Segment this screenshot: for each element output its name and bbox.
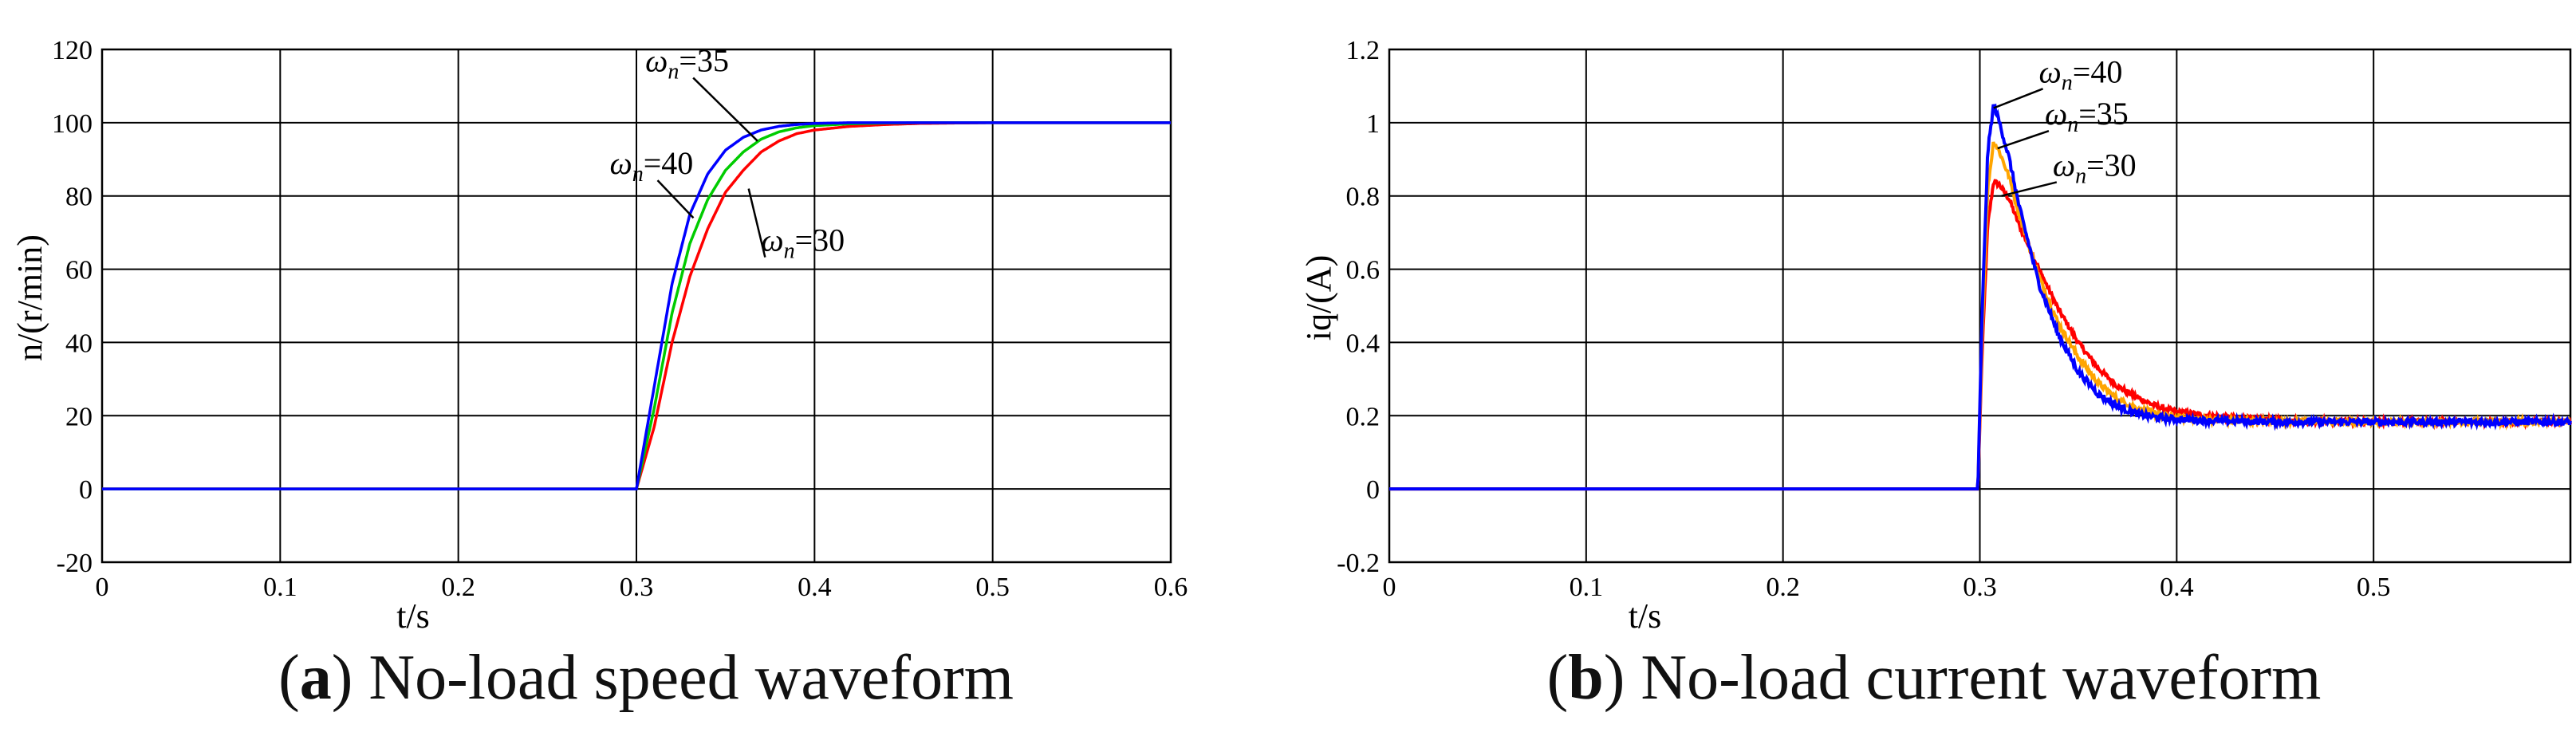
annotation-pointer-3 [2001, 181, 2058, 197]
x-tick-label: 0.3 [1963, 573, 1997, 602]
x-axis-label: t/s [396, 596, 430, 636]
y-tick-label: 120 [52, 36, 93, 65]
series-line-3 [1389, 103, 2572, 491]
caption-a-text: No-load speed waveform [368, 643, 1014, 713]
annotation-label-1: ωn=40 [2039, 53, 2123, 95]
annotation-label-3: ωn=30 [2053, 147, 2137, 188]
x-tick-label: 0.3 [620, 573, 654, 602]
x-tick-label: 0.5 [975, 573, 1010, 602]
annotation-pointer-2 [1997, 129, 2050, 150]
y-tick-label: 100 [52, 109, 93, 139]
chart-a-speed: 0 0.1 0.2 0.3 0.4 0.5 0.6-20020406080100120t/s… [10, 36, 1188, 636]
annotation-pointer-1 [692, 77, 758, 142]
x-tick-label: 0.4 [2160, 573, 2194, 602]
caption-b: (b) No-load current waveform [1546, 643, 2322, 713]
x-tick-label: 0 [1383, 573, 1396, 602]
plot-frame [100, 48, 1172, 564]
y-tick-label: -20 [57, 549, 93, 578]
y-tick-label: -0.2 [1337, 549, 1380, 578]
y-tick-label: 0.2 [1346, 402, 1381, 431]
x-tick-label: 0.4 [798, 573, 832, 602]
y-tick-label: 20 [65, 402, 93, 431]
x-tick-label: 0.6 [1154, 573, 1188, 602]
x-tick-label: 0.2 [1766, 573, 1800, 602]
annotation-label-2: ωn=35 [2045, 96, 2129, 137]
y-axis-label: n/(r/min) [10, 234, 49, 361]
plot-frame [1388, 48, 2572, 564]
y-tick-label: 0 [1366, 475, 1380, 505]
caption-a: (a) No-load speed waveform [278, 643, 1014, 713]
x-tick-label: 0.1 [263, 573, 297, 602]
y-tick-label: 0.4 [1346, 329, 1381, 358]
y-tick-label: 0.6 [1346, 256, 1381, 285]
annotation-pointer-3 [747, 188, 766, 258]
caption-a-letter: a [299, 643, 332, 713]
series-line-3 [102, 121, 1171, 490]
y-tick-label: 1 [1366, 109, 1380, 139]
y-axis-label: iq/(A) [1299, 255, 1338, 341]
x-tick-label: 0.1 [1570, 573, 1604, 602]
y-tick-label: 0.8 [1346, 183, 1381, 212]
annotation-label-1: ωn=35 [645, 43, 729, 85]
caption-b-text: No-load current waveform [1641, 643, 2322, 713]
y-tick-label: 0 [79, 475, 93, 505]
y-tick-label: 1.2 [1346, 36, 1381, 65]
annotation-pointer-1 [1993, 88, 2044, 109]
annotation-label-2: ωn=40 [610, 145, 694, 187]
x-tick-label: 0.5 [2357, 573, 2391, 602]
y-tick-label: 40 [65, 329, 93, 358]
annotation-label-3: ωn=30 [761, 222, 845, 264]
x-tick-label: 0 [96, 573, 109, 602]
x-tick-label: 0.2 [441, 573, 475, 602]
annotation-pointer-2 [656, 179, 695, 219]
x-axis-label: t/s [1629, 596, 1662, 636]
y-tick-label: 60 [65, 256, 93, 285]
chart-b-current: 0 0.1 0.2 0.3 0.4 0.5-0.200.20.40.60.811.2t/s… [1299, 36, 2572, 636]
y-tick-label: 80 [65, 183, 93, 212]
caption-b-letter: b [1568, 643, 1604, 713]
